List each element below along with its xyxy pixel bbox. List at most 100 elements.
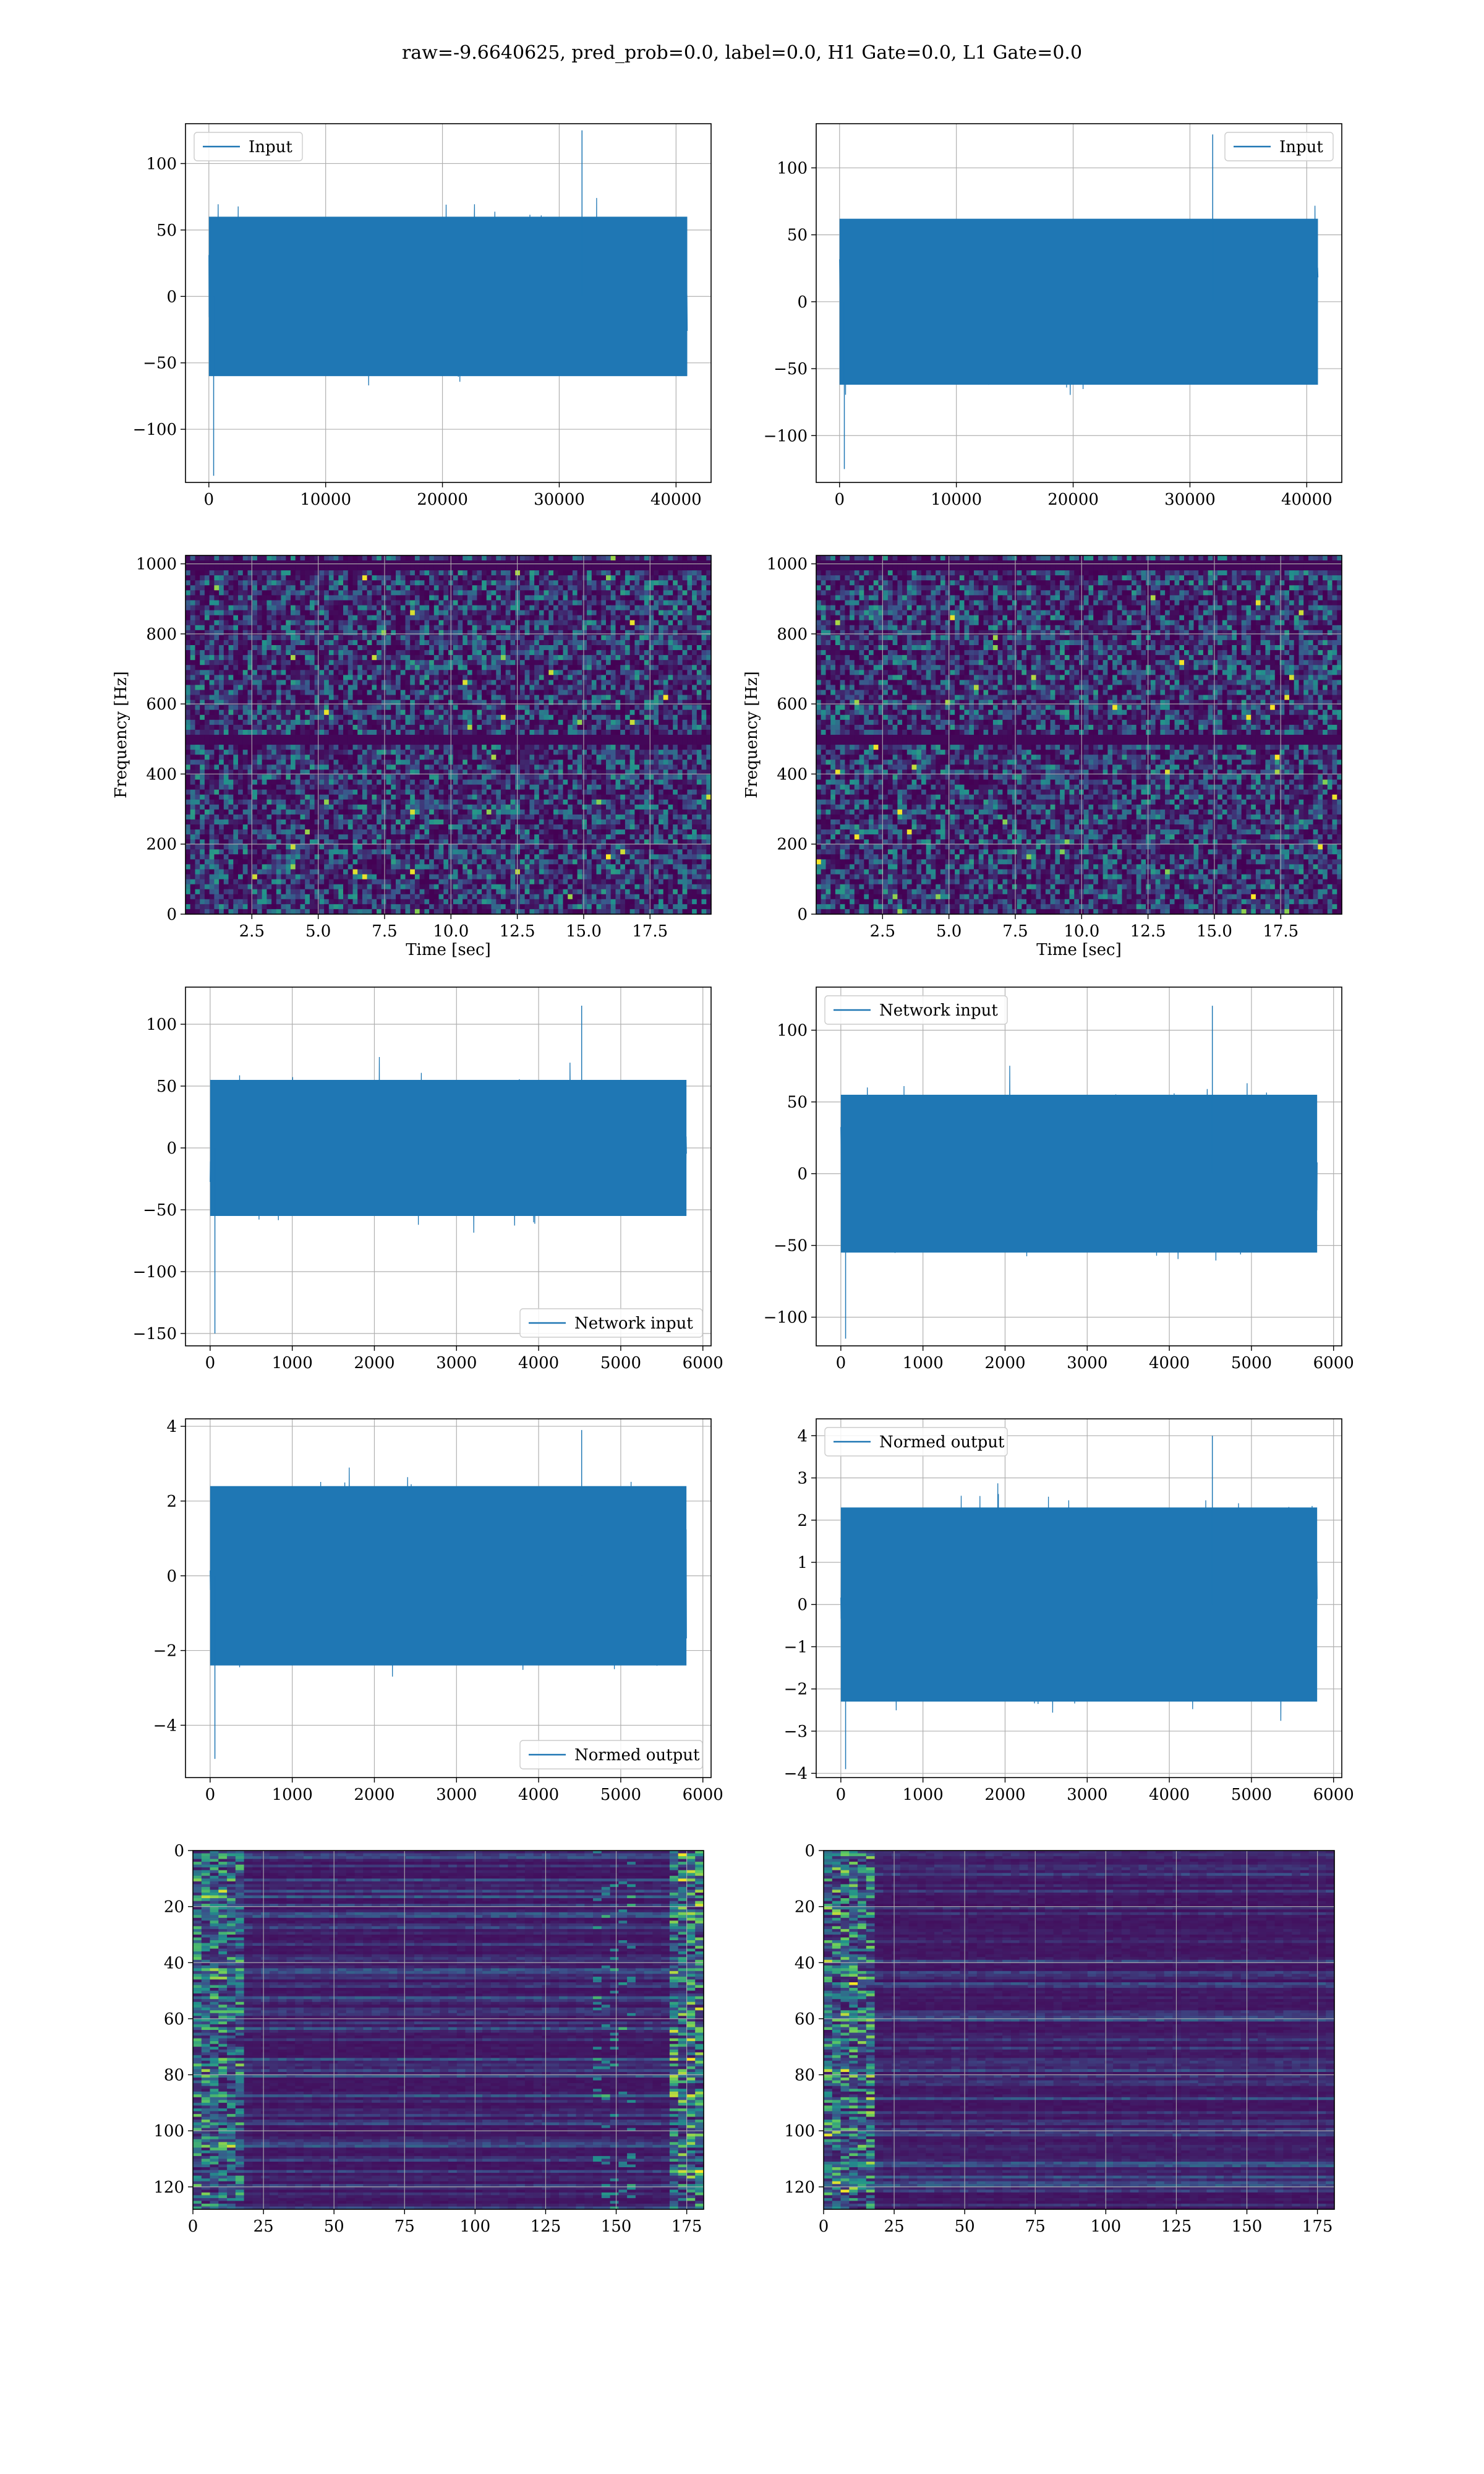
heatmap-cell	[381, 695, 387, 701]
heatmap-cell	[300, 745, 305, 750]
axes-frame	[185, 123, 712, 483]
heatmap-cell	[582, 769, 587, 776]
heatmap-cell	[615, 585, 621, 591]
heatmap-cell	[209, 555, 215, 561]
heatmap-cell	[228, 675, 234, 680]
heatmap-cell	[324, 620, 330, 626]
heatmap-cell	[267, 560, 272, 566]
heatmap-cell	[377, 709, 382, 716]
heatmap-cell	[544, 575, 549, 581]
heatmap-cell	[190, 680, 195, 686]
heatmap-cell	[381, 645, 387, 651]
heatmap-cell	[548, 630, 554, 636]
heatmap-cell	[558, 750, 563, 755]
heatmap-cell	[238, 724, 244, 730]
heatmap-cell	[300, 630, 305, 636]
heatmap-cell	[568, 560, 573, 566]
heatmap-cell	[534, 605, 540, 611]
heatmap-cell	[328, 769, 335, 776]
heatmap-cell	[696, 655, 702, 661]
heatmap-cell	[410, 690, 416, 696]
heatmap-cell	[677, 585, 683, 591]
heatmap-cell	[414, 630, 420, 636]
heatmap-cell	[348, 685, 353, 691]
heatmap-cell	[214, 630, 220, 636]
heatmap-cell	[539, 595, 545, 601]
heatmap-cell	[419, 610, 425, 616]
heatmap-cell	[386, 580, 391, 586]
heatmap-cell	[453, 735, 458, 740]
heatmap-cell	[606, 729, 612, 735]
heatmap-cell	[610, 575, 616, 581]
heatmap-cell	[219, 605, 224, 611]
heatmap-cell	[276, 660, 282, 666]
heatmap-cell	[673, 700, 678, 706]
heatmap-cell	[673, 740, 678, 745]
heatmap-cell	[701, 704, 707, 711]
heatmap-cell	[295, 735, 301, 740]
heatmap-cell	[668, 565, 673, 571]
heatmap-cell	[186, 764, 191, 770]
heatmap-cell	[553, 595, 559, 601]
heatmap-cell	[333, 660, 339, 666]
heatmap-cell	[625, 640, 631, 646]
heatmap-cell	[309, 590, 315, 596]
heatmap-cell	[295, 729, 301, 735]
heatmap-cell	[568, 670, 573, 675]
heatmap-cell	[391, 740, 396, 745]
heatmap-cell	[601, 709, 607, 716]
heatmap-cell	[386, 575, 391, 581]
heatmap-cell	[701, 719, 707, 726]
heatmap-cell	[242, 660, 248, 666]
heatmap-cell	[433, 750, 440, 755]
heatmap-cell	[314, 640, 320, 646]
heatmap-cell	[414, 695, 420, 701]
heatmap-cell	[396, 565, 401, 571]
heatmap-cell	[252, 774, 258, 781]
heatmap-cell	[319, 605, 325, 611]
heatmap-cell	[501, 695, 506, 701]
heatmap-cell	[687, 630, 693, 636]
heatmap-cell	[209, 750, 215, 755]
heatmap-cell	[219, 729, 224, 735]
heatmap-cell	[438, 625, 444, 631]
heatmap-cell	[668, 670, 673, 675]
heatmap-cell	[186, 729, 191, 735]
heatmap-cell	[372, 695, 377, 701]
heatmap-cell	[634, 555, 640, 561]
heatmap-cell	[186, 635, 191, 641]
heatmap-cell	[295, 774, 301, 781]
heatmap-cell	[300, 555, 305, 561]
heatmap-cell	[400, 625, 406, 631]
heatmap-cell	[625, 690, 631, 696]
heatmap-cell	[601, 570, 607, 576]
heatmap-cell	[634, 719, 640, 726]
heatmap-cell	[458, 650, 463, 656]
heatmap-cell	[515, 714, 521, 721]
heatmap-cell	[634, 565, 640, 571]
heatmap-cell	[186, 745, 191, 750]
heatmap-cell	[386, 695, 391, 701]
heatmap-cell	[477, 719, 482, 726]
heatmap-cell	[519, 565, 526, 571]
heatmap-cell	[596, 709, 602, 716]
heatmap-cell	[467, 769, 473, 776]
heatmap-cell	[668, 635, 673, 641]
heatmap-cell	[477, 714, 482, 721]
heatmap-cell	[553, 704, 559, 711]
heatmap-cell	[410, 660, 416, 666]
heatmap-cell	[209, 745, 215, 750]
heatmap-cell	[620, 650, 626, 656]
heatmap-cell	[233, 665, 239, 670]
heatmap-cell	[300, 610, 305, 616]
heatmap-cell	[367, 630, 372, 636]
heatmap-cell	[610, 755, 616, 760]
heatmap-cell	[596, 724, 602, 730]
heatmap-cell	[400, 585, 406, 591]
heatmap-cell	[663, 595, 668, 601]
heatmap-cell	[682, 655, 688, 661]
heatmap-cell	[463, 590, 468, 596]
heatmap-cell	[610, 724, 616, 730]
heatmap-cell	[396, 595, 401, 601]
heatmap-cell	[668, 620, 673, 626]
